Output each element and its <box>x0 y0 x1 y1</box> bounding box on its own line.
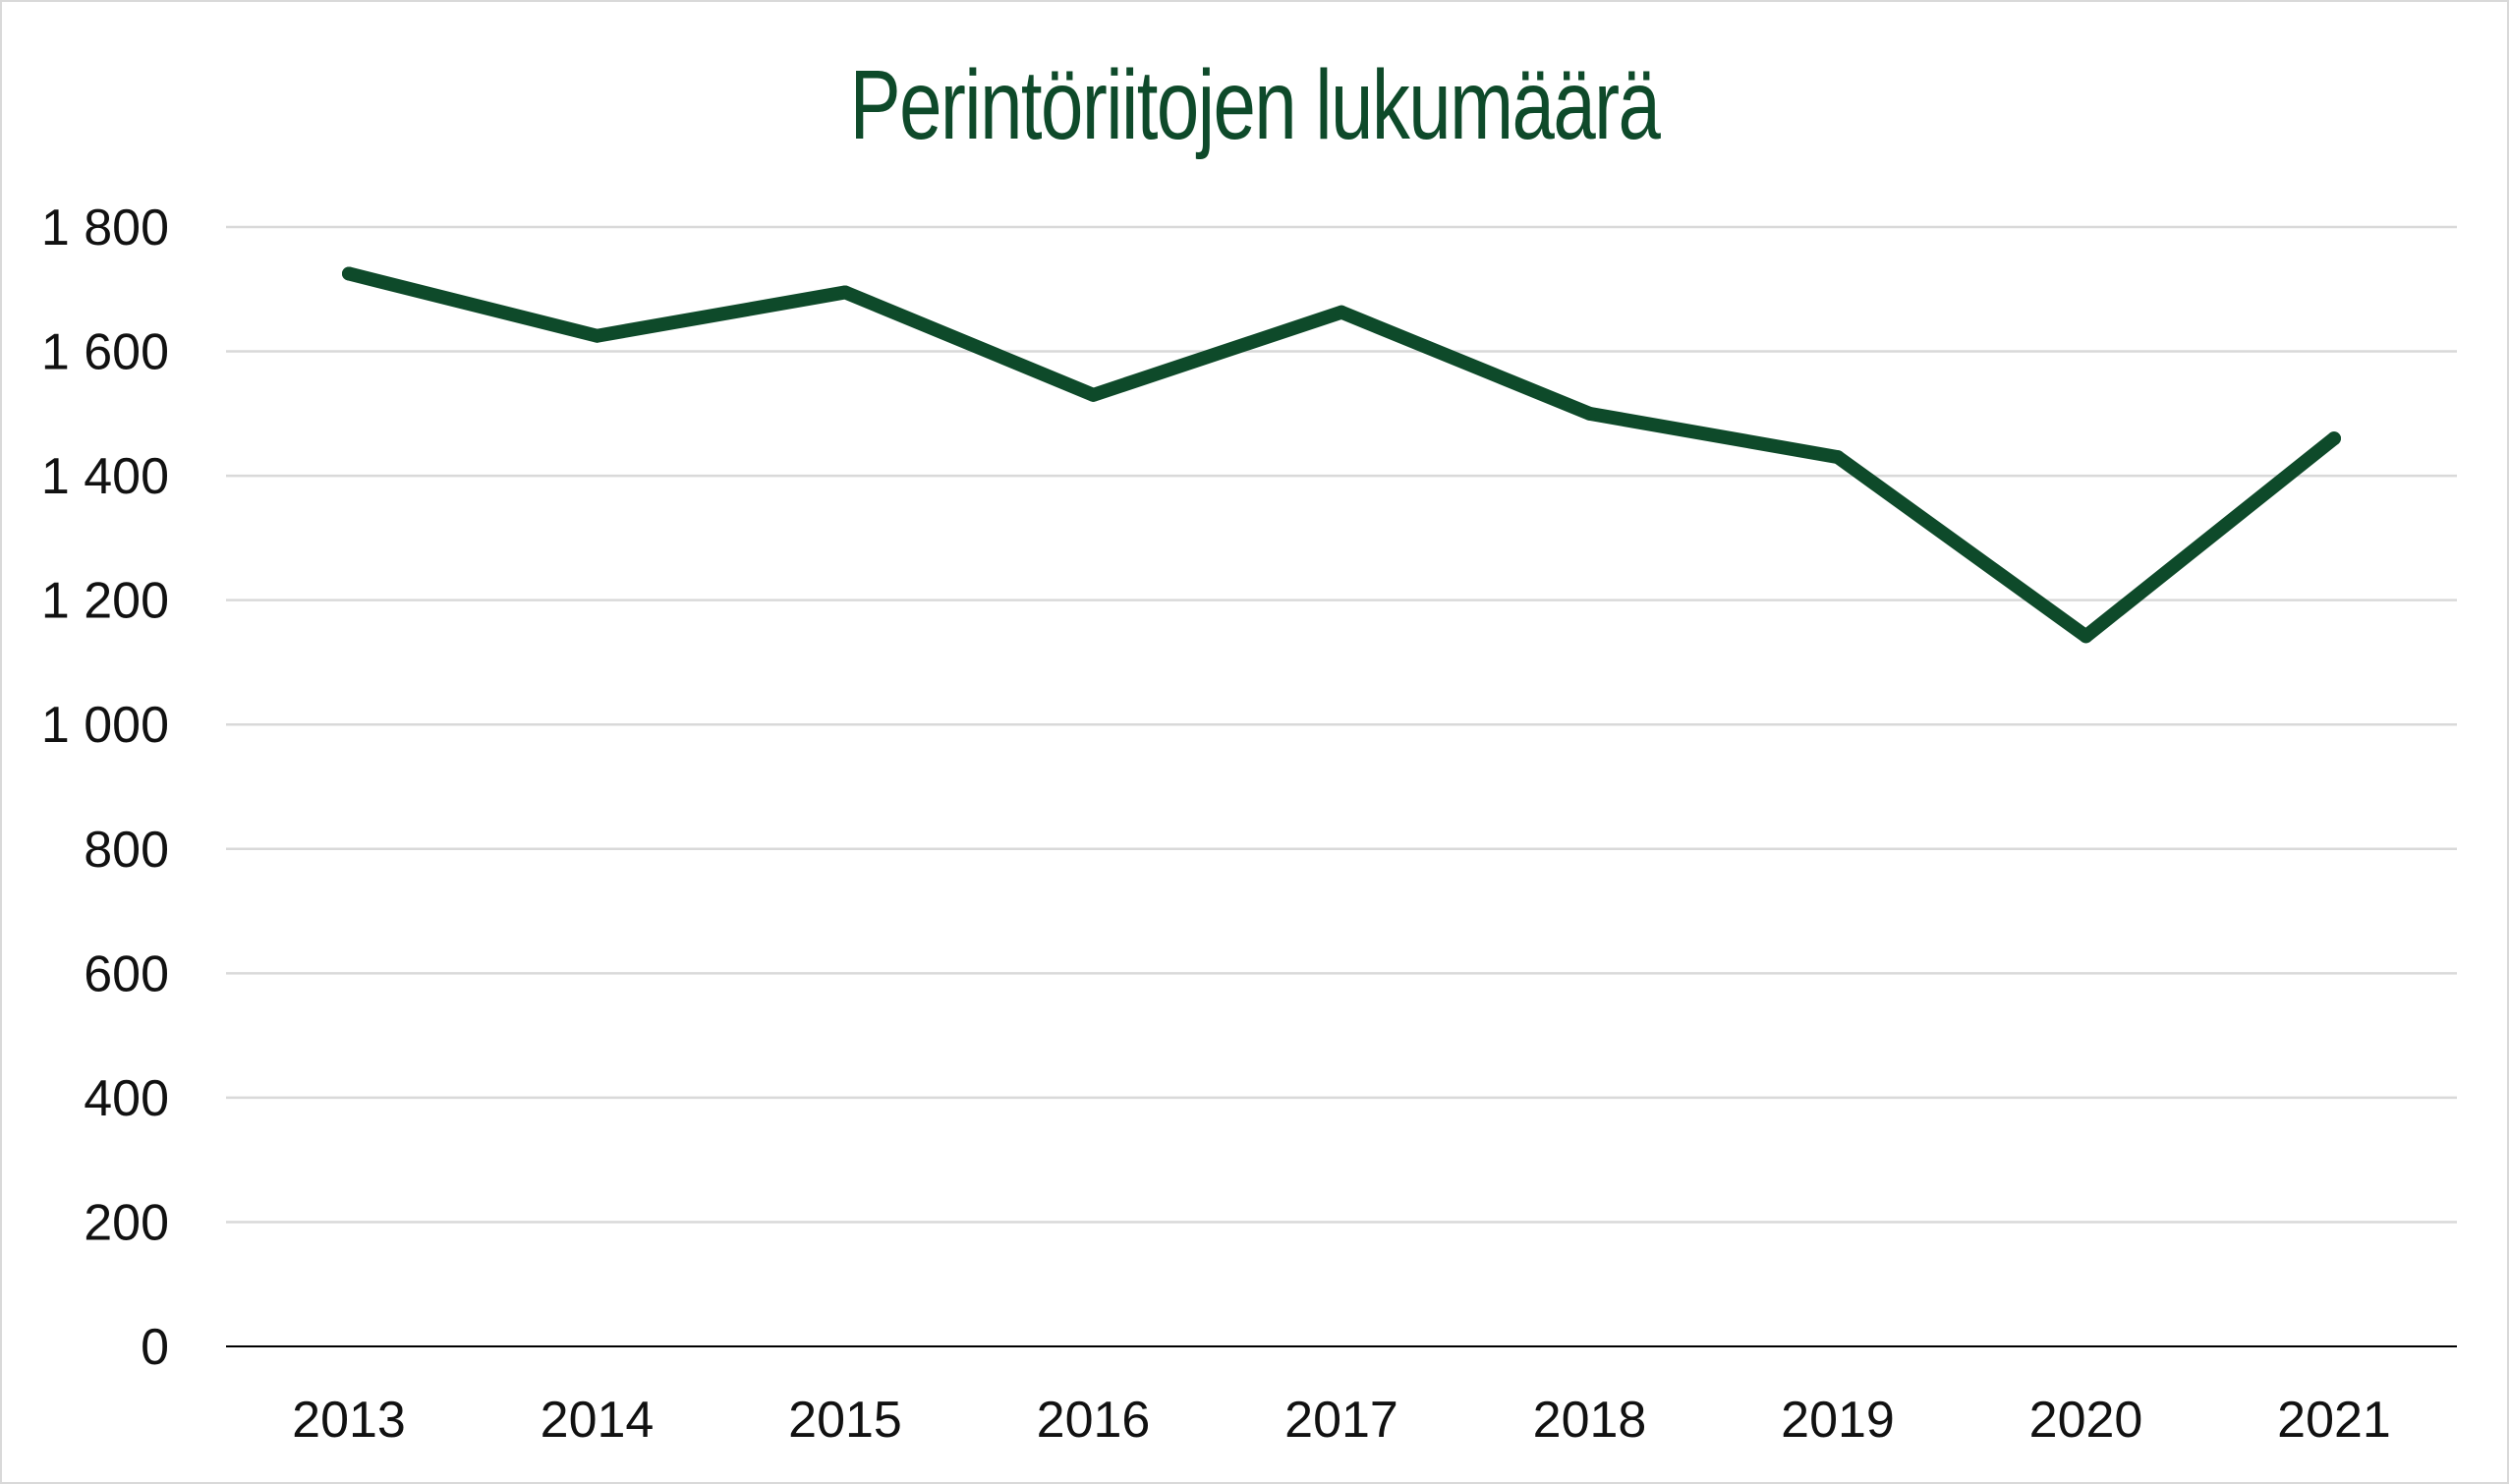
x-tick-label: 2013 <box>292 1392 406 1449</box>
x-tick-label: 2018 <box>1533 1392 1647 1449</box>
data-point <box>2327 431 2341 446</box>
x-tick-label: 2014 <box>541 1392 655 1449</box>
y-tick-label: 400 <box>84 1070 169 1127</box>
x-tick-label: 2015 <box>788 1392 902 1449</box>
x-tick-label: 2016 <box>1037 1392 1151 1449</box>
y-tick-label: 800 <box>84 822 169 879</box>
y-tick-label: 1 800 <box>41 200 169 257</box>
grid-lines <box>226 225 2457 1224</box>
x-tick-label: 2020 <box>2029 1392 2143 1449</box>
y-tick-label: 1 400 <box>41 448 169 505</box>
x-tick-label: 2019 <box>1781 1392 1895 1449</box>
series-points <box>342 266 2341 644</box>
x-tick-label: 2021 <box>2277 1392 2391 1449</box>
y-axis-tick-labels: 0 200 400 600 800 1 000 1 200 1 400 1 600 1 800 <box>41 200 169 1376</box>
x-tick-label: 2017 <box>1284 1392 1398 1449</box>
data-point <box>1086 387 1101 402</box>
data-point <box>590 328 604 343</box>
series-line <box>342 266 2341 644</box>
data-point <box>2079 629 2093 644</box>
data-point <box>1582 406 1597 421</box>
y-tick-label: 600 <box>84 945 169 1002</box>
y-tick-label: 1 600 <box>41 324 169 381</box>
y-tick-label: 1 000 <box>41 697 169 754</box>
y-tick-label: 1 200 <box>41 573 169 630</box>
data-point <box>1335 305 1348 319</box>
data-point <box>838 285 852 300</box>
x-axis-tick-labels: 2013 2014 2015 2016 2017 2018 2019 2020 2021 <box>292 1392 2391 1449</box>
data-point <box>1831 450 1845 465</box>
data-point <box>342 266 356 281</box>
y-tick-label: 0 <box>141 1319 169 1376</box>
chart-title: Perintöriitojen lukumäärä <box>849 50 1661 160</box>
y-tick-label: 200 <box>84 1194 169 1251</box>
